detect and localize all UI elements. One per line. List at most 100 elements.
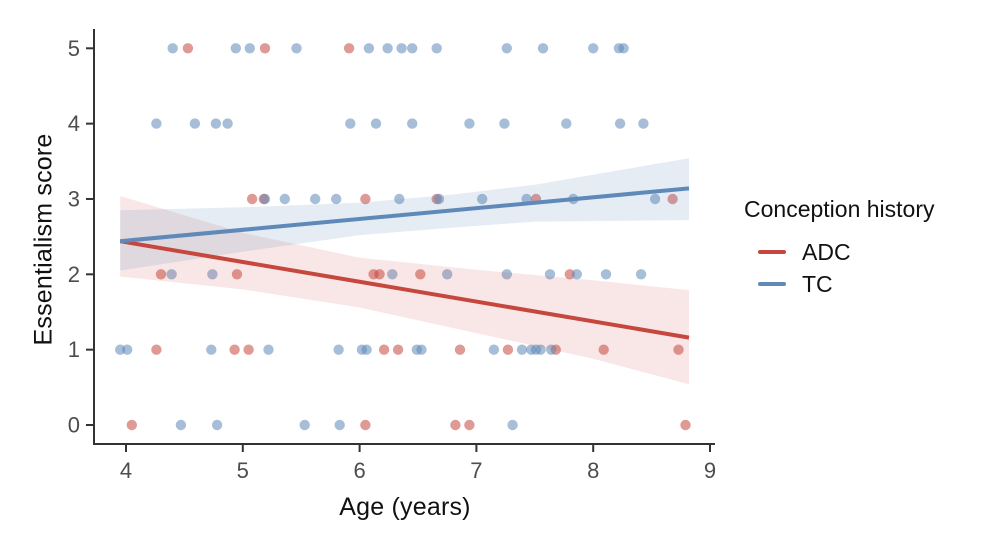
y-tick-label: 0 (68, 413, 80, 438)
data-point-tc (537, 43, 549, 54)
data-point-adc (243, 344, 254, 355)
data-point-tc (334, 419, 345, 431)
legend-label-adc: ADC (802, 238, 851, 265)
x-tick-label: 5 (237, 458, 249, 483)
data-point-tc (382, 43, 393, 54)
data-point-adc (360, 419, 371, 431)
data-point-adc (182, 43, 194, 54)
data-point-adc (360, 193, 371, 205)
data-point-tc (151, 118, 162, 129)
data-point-adc (259, 43, 271, 54)
legend-title: Conception history (744, 196, 935, 222)
data-point-tc (370, 118, 382, 129)
x-tick-label: 6 (353, 458, 365, 483)
y-axis-title: Essentialism score (29, 133, 58, 346)
data-point-tc (310, 193, 321, 205)
data-point-tc (649, 193, 661, 205)
y-tick-label: 1 (68, 337, 80, 362)
data-point-tc (333, 344, 344, 355)
x-tick-label: 7 (470, 458, 482, 483)
y-tick-label: 3 (68, 186, 80, 211)
trend-line-tc (120, 186, 690, 244)
data-point-adc (673, 344, 684, 355)
data-point-adc (598, 344, 609, 355)
data-point-tc (499, 118, 510, 129)
data-point-tc (259, 193, 271, 205)
data-point-tc (488, 344, 500, 355)
data-point-tc (464, 118, 475, 129)
y-tick-label: 2 (68, 262, 80, 287)
x-tick-label: 4 (120, 458, 132, 483)
data-point-tc (407, 43, 418, 54)
data-point-tc (546, 344, 557, 355)
data-point-tc (166, 269, 177, 280)
adc-line-swatch (758, 249, 786, 255)
data-point-tc (407, 118, 418, 129)
data-point-tc (331, 193, 342, 205)
data-point-tc (230, 43, 241, 54)
data-point-tc (544, 269, 556, 280)
trend-line-adc (119, 239, 690, 340)
data-point-tc (206, 344, 217, 355)
data-point-adc (454, 344, 466, 355)
legend-label-tc: TC (802, 270, 833, 297)
data-point-tc (167, 43, 178, 54)
data-point-tc (122, 344, 133, 355)
data-point-adc (667, 193, 678, 205)
data-point-adc (126, 419, 137, 431)
y-tick-label: 5 (68, 36, 80, 61)
data-point-tc (431, 43, 442, 54)
data-point-tc (396, 43, 407, 54)
data-point-tc (571, 269, 582, 280)
data-point-tc (618, 43, 629, 54)
tc-line-swatch (758, 281, 786, 287)
data-point-tc (361, 344, 372, 355)
data-point-tc (222, 118, 233, 129)
data-point-adc (374, 269, 385, 280)
data-point-adc (415, 269, 426, 280)
legend-item-adc: ADC (758, 239, 935, 265)
data-point-tc (507, 419, 518, 431)
data-point-adc (464, 419, 475, 431)
data-point-tc (416, 344, 427, 355)
data-point-adc (450, 419, 461, 431)
data-point-tc (394, 193, 405, 205)
data-point-tc (387, 269, 398, 280)
data-point-tc (635, 269, 647, 280)
data-point-tc (516, 344, 528, 355)
data-point-adc (229, 344, 240, 355)
data-point-adc (155, 269, 167, 280)
data-point-adc (378, 344, 390, 355)
y-tick-label: 4 (68, 111, 80, 136)
data-point-tc (210, 118, 222, 129)
data-point-adc (231, 269, 243, 280)
data-point-tc (561, 118, 572, 129)
data-point-adc (151, 344, 162, 355)
data-point-tc (207, 269, 218, 280)
data-point-adc (392, 344, 404, 355)
data-point-tc (299, 419, 310, 431)
data-point-tc (433, 193, 445, 205)
data-point-adc (502, 344, 514, 355)
data-point-tc (442, 269, 453, 280)
data-point-tc (501, 43, 512, 54)
x-tick-label: 9 (704, 458, 716, 483)
legend: Conception history ADC TC (744, 196, 935, 303)
data-point-tc (501, 269, 512, 280)
x-axis-title: Age (years) (339, 493, 471, 521)
data-point-tc (279, 193, 290, 205)
data-point-tc (189, 118, 201, 129)
data-point-tc (211, 419, 223, 431)
data-point-tc (614, 118, 626, 129)
data-point-tc (477, 193, 488, 205)
legend-item-tc: TC (758, 271, 935, 297)
data-point-tc (363, 43, 375, 54)
data-point-tc (244, 43, 255, 54)
data-point-tc (291, 43, 302, 54)
data-point-tc (345, 118, 356, 129)
data-point-adc (246, 193, 258, 205)
data-point-tc (588, 43, 599, 54)
data-point-tc (263, 344, 274, 355)
